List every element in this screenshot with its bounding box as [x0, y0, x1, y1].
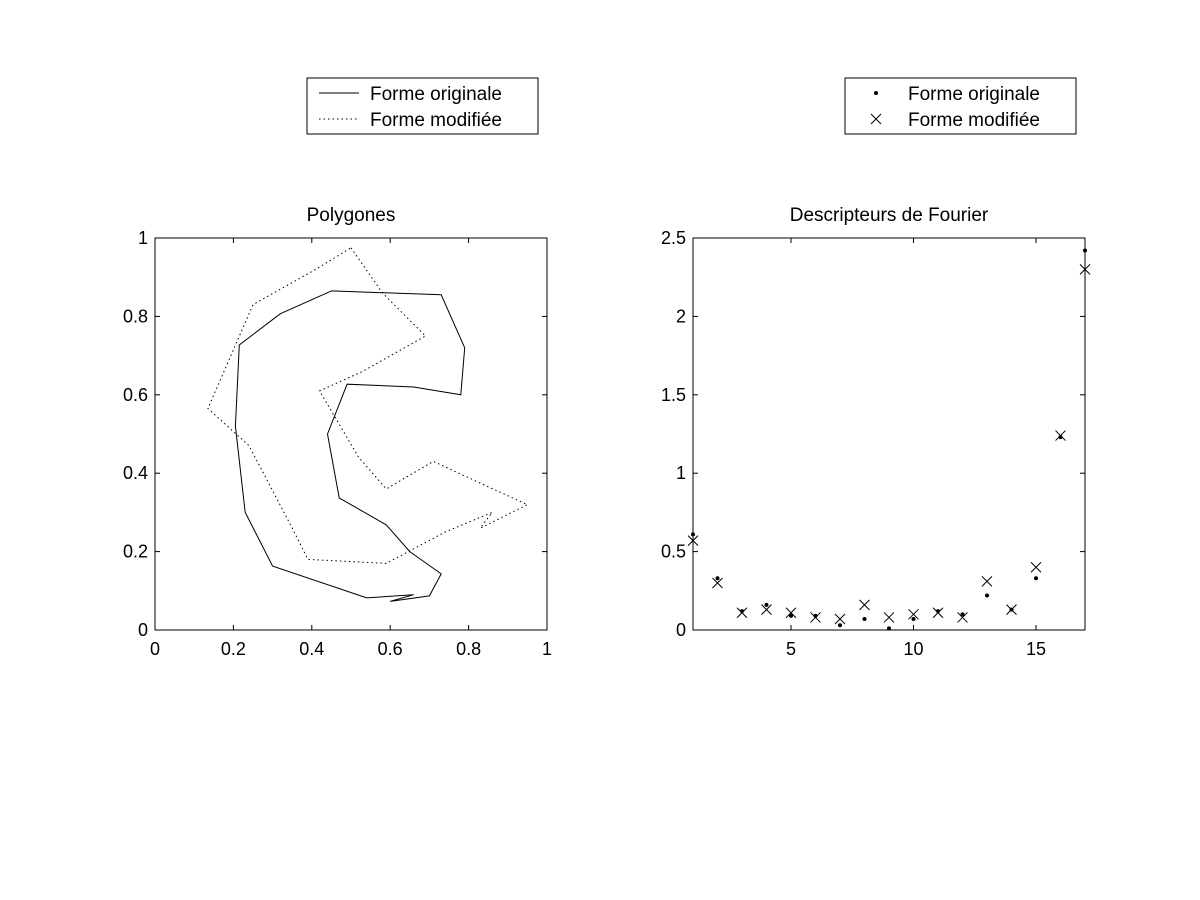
polygons-legend-original: Forme originale — [370, 84, 502, 105]
polygons-title: Polygones — [307, 205, 396, 226]
y-tick-label: 1 — [138, 228, 148, 248]
x-tick-label: 0 — [150, 639, 160, 659]
original-descriptor-point — [715, 576, 720, 581]
original-descriptor-point — [911, 617, 916, 622]
y-tick-label: 0.6 — [123, 385, 148, 405]
polygons-legend-modified: Forme modifiée — [370, 110, 502, 131]
original-descriptor-point — [887, 626, 891, 631]
modified-descriptor-point — [957, 612, 968, 623]
fourier-plot: Descripteurs de Fourier 5 10 15 0 0.5 1 1.5 2 2.… — [661, 205, 1091, 659]
x-tick-label: 0.8 — [456, 639, 481, 659]
original-descriptor-point — [789, 613, 793, 618]
y-tick-label: 1.5 — [661, 385, 686, 405]
polygons-axes-frame — [154, 237, 548, 631]
fourier-title: Descripteurs de Fourier — [790, 205, 989, 226]
polygons-plot: Polygones 0 0.2 0.4 0.6 0.8 1 0 0.2 0.4 0.6 0.8 1 — [123, 205, 552, 659]
modified-descriptor-point — [908, 608, 919, 620]
y-tick-label: 2 — [676, 306, 686, 326]
fourier-legend-original: Forme originale — [908, 84, 1040, 105]
x-tick-label: 10 — [903, 639, 923, 659]
original-descriptor-point — [862, 617, 867, 622]
fourier-legend-modified: Forme modifiée — [908, 110, 1040, 131]
legend-dot-marker-icon — [874, 91, 878, 95]
original-descriptor-point — [985, 593, 989, 598]
polygons-ticks: 0 0.2 0.4 0.6 0.8 1 0 0.2 0.4 0.6 0.8 1 — [123, 228, 552, 659]
original-descriptor-point — [960, 612, 965, 617]
modified-descriptor-point — [810, 612, 821, 623]
polygons-marks — [207, 247, 529, 602]
y-tick-label: 0.4 — [123, 463, 148, 483]
fourier-marks — [687, 248, 1091, 631]
modified-descriptor-point — [1006, 604, 1017, 615]
x-tick-label: 5 — [786, 639, 796, 659]
modified-polygon-line — [207, 247, 529, 564]
original-descriptor-point — [838, 623, 842, 628]
original-descriptor-point — [764, 602, 769, 607]
x-tick-label: 0.4 — [299, 639, 324, 659]
modified-descriptor-point — [859, 599, 870, 611]
x-tick-label: 15 — [1026, 639, 1046, 659]
modified-descriptor-point — [761, 604, 772, 615]
modified-descriptor-point — [785, 607, 797, 619]
modified-descriptor-point — [834, 613, 846, 625]
y-tick-label: 0.5 — [661, 542, 686, 562]
x-tick-label: 1 — [542, 639, 552, 659]
y-tick-label: 0 — [138, 620, 148, 640]
polygons-legend: Forme originale Forme modifiée — [306, 77, 539, 135]
x-tick-label: 0.2 — [221, 639, 246, 659]
y-tick-label: 0.2 — [123, 542, 148, 562]
original-polygon-line — [234, 290, 466, 602]
fourier-legend: Forme originale Forme modifiée — [844, 77, 1077, 135]
fourier-legend-box — [844, 77, 1077, 135]
y-tick-label: 1 — [676, 463, 686, 483]
original-descriptor-point — [1034, 576, 1038, 581]
modified-descriptor-point — [932, 607, 944, 619]
polygons-legend-box — [306, 77, 539, 135]
y-tick-label: 2.5 — [661, 228, 686, 248]
modified-descriptor-point — [736, 607, 748, 619]
fourier-axes-frame — [692, 237, 1086, 631]
legend-x-marker-icon — [870, 113, 882, 125]
modified-descriptor-point — [1055, 430, 1066, 441]
modified-descriptor-point — [981, 576, 993, 587]
modified-descriptor-point — [1030, 561, 1042, 573]
modified-descriptor-point — [883, 612, 895, 623]
x-tick-label: 0.6 — [378, 639, 403, 659]
fourier-ticks: 5 10 15 0 0.5 1 1.5 2 2.5 — [661, 228, 1085, 659]
y-tick-label: 0 — [676, 620, 686, 640]
y-tick-label: 0.8 — [123, 306, 148, 326]
modified-descriptor-point — [712, 577, 723, 589]
